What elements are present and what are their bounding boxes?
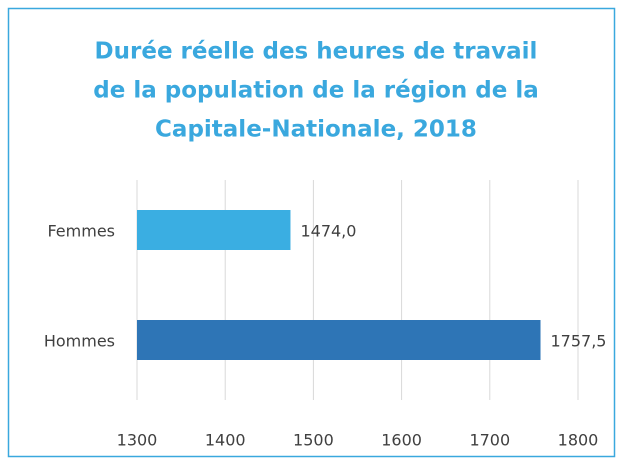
bar <box>137 320 541 360</box>
x-tick-label: 1300 <box>117 431 158 450</box>
x-tick-label: 1500 <box>293 431 334 450</box>
x-tick-label: 1800 <box>558 431 599 450</box>
y-tick-label: Femmes <box>47 222 115 241</box>
chart-border <box>7 7 616 458</box>
value-label: 1474,0 <box>300 222 356 241</box>
bar <box>137 210 291 250</box>
chart-title: Capitale-Nationale, 2018 <box>155 117 477 143</box>
chart-title: de la population de la région de la <box>93 78 538 104</box>
chart-title: Durée réelle des heures de travail <box>95 39 538 65</box>
value-label: 1757,5 <box>551 332 607 351</box>
y-tick-label: Hommes <box>44 332 115 351</box>
x-tick-label: 1700 <box>469 431 510 450</box>
x-tick-label: 1400 <box>205 431 246 450</box>
x-tick-label: 1600 <box>381 431 422 450</box>
